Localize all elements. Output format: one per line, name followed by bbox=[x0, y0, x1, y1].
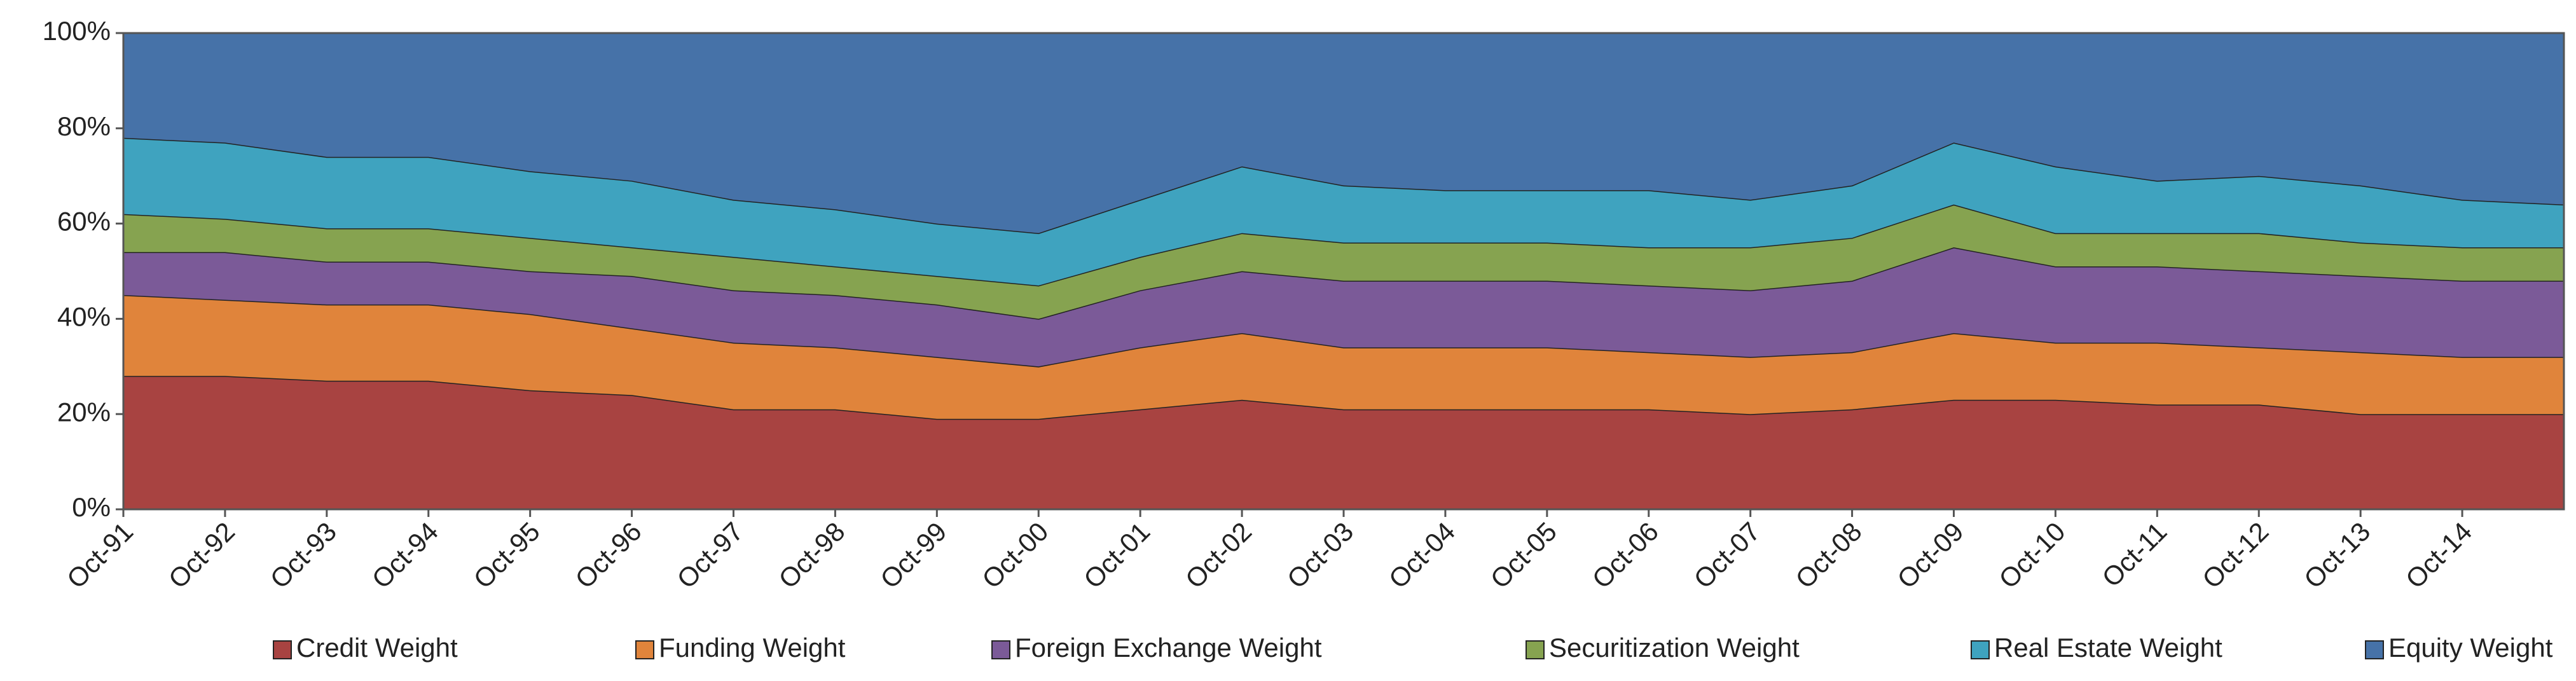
area bbox=[123, 294, 2564, 419]
legend-label: Credit Weight bbox=[296, 633, 458, 663]
area bbox=[123, 247, 2564, 367]
legend-label: Foreign Exchange Weight bbox=[1015, 633, 1322, 663]
x-tick-label: Oct-11 bbox=[2096, 516, 2172, 593]
x-tick-label: Oct-91 bbox=[61, 516, 139, 594]
legend-label: Funding Weight bbox=[659, 633, 846, 663]
y-tick-label: 100% bbox=[43, 16, 111, 46]
x-tick-label: Oct-00 bbox=[976, 516, 1054, 594]
x-tick-label: Oct-96 bbox=[569, 516, 647, 594]
legend-label: Securitization Weight bbox=[1549, 633, 1800, 663]
x-tick-label: Oct-99 bbox=[874, 516, 952, 594]
y-tick-label: 80% bbox=[57, 111, 111, 141]
legend-swatch bbox=[991, 640, 1010, 659]
legend-label: Real Estate Weight bbox=[1994, 633, 2222, 663]
x-tick-label: Oct-93 bbox=[265, 516, 342, 594]
x-tick-label: Oct-94 bbox=[366, 516, 444, 594]
x-tick-label: Oct-03 bbox=[1281, 516, 1359, 594]
legend-swatch bbox=[2365, 640, 2384, 659]
x-tick-label: Oct-13 bbox=[2298, 516, 2376, 594]
legend-label: Equity Weight bbox=[2388, 633, 2553, 663]
legend-swatch bbox=[635, 640, 654, 659]
area bbox=[123, 204, 2564, 319]
legend-swatch bbox=[1971, 640, 1990, 659]
area bbox=[123, 33, 2564, 233]
x-tick-label: Oct-06 bbox=[1587, 516, 1664, 594]
legend-swatch bbox=[1526, 640, 1545, 659]
x-tick-label: Oct-04 bbox=[1383, 516, 1461, 594]
legend-swatch bbox=[273, 640, 292, 659]
x-tick-label: Oct-97 bbox=[671, 516, 748, 594]
y-tick-label: 60% bbox=[57, 207, 111, 237]
y-tick-label: 20% bbox=[57, 397, 111, 427]
y-tick-label: 0% bbox=[72, 492, 111, 522]
x-tick-label: Oct-92 bbox=[163, 516, 240, 594]
x-tick-label: Oct-08 bbox=[1789, 516, 1867, 594]
x-tick-label: Oct-14 bbox=[2400, 516, 2477, 594]
x-tick-label: Oct-05 bbox=[1485, 516, 1562, 594]
area bbox=[123, 137, 2564, 285]
x-tick-label: Oct-10 bbox=[1993, 516, 2070, 594]
x-tick-label: Oct-12 bbox=[2196, 516, 2274, 594]
x-tick-label: Oct-02 bbox=[1180, 516, 1257, 594]
x-tick-label: Oct-07 bbox=[1688, 516, 1766, 594]
x-tick-label: Oct-98 bbox=[773, 516, 850, 594]
x-tick-label: Oct-01 bbox=[1078, 516, 1155, 594]
x-tick-label: Oct-95 bbox=[468, 516, 546, 594]
y-tick-label: 40% bbox=[57, 301, 111, 331]
x-tick-label: Oct-09 bbox=[1891, 516, 1969, 594]
